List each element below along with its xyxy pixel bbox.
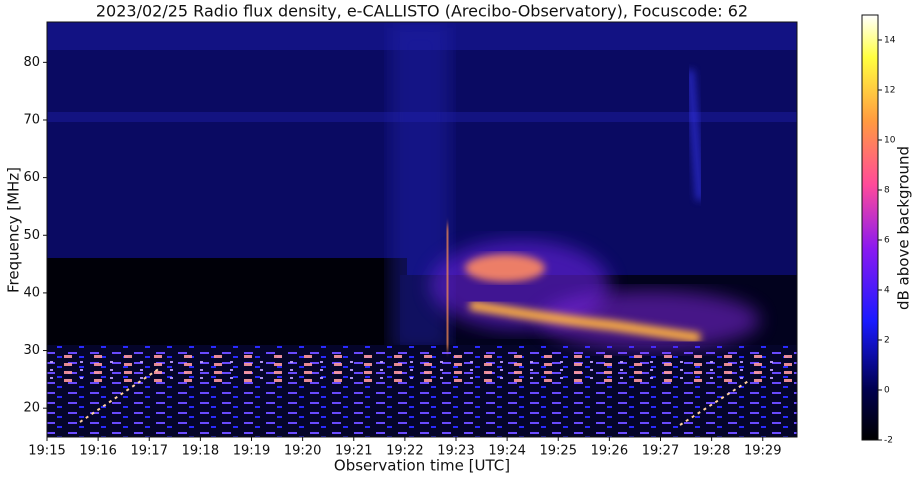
y-axis-label: Frequency [MHz] — [5, 167, 23, 293]
y-tick-label: 20 — [23, 401, 40, 416]
y-tick-label: 60 — [23, 170, 40, 185]
colorbar-tick-label: 12 — [884, 86, 895, 96]
x-tick-label: 19:28 — [693, 444, 730, 459]
spectrogram — [47, 22, 797, 437]
colorbar-tick-label: 10 — [884, 136, 896, 146]
x-tick-label: 19:20 — [284, 444, 321, 459]
x-tick-label: 19:21 — [335, 444, 372, 459]
x-tick-label: 19:16 — [79, 444, 116, 459]
colorbar-tick-label: 2 — [884, 336, 890, 346]
x-tick-label: 19:23 — [437, 444, 474, 459]
x-tick-label: 19:27 — [642, 444, 679, 459]
colorbar-tick-label: 0 — [884, 386, 890, 396]
x-tick-label: 19:26 — [591, 444, 628, 459]
y-tick-label: 50 — [23, 228, 40, 243]
colorbar-tick-label: 6 — [884, 236, 890, 246]
x-tick-label: 19:25 — [540, 444, 577, 459]
x-tick-label: 19:15 — [28, 444, 65, 459]
x-axis-label: Observation time [UTC] — [334, 457, 510, 475]
colorbar-label: dB above background — [895, 146, 913, 310]
x-tick-label: 19:19 — [233, 444, 270, 459]
colorbar — [861, 14, 879, 441]
x-tick-label: 19:22 — [386, 444, 423, 459]
colorbar-tick-label: 4 — [884, 286, 890, 296]
colorbar-tick-label: 8 — [884, 186, 890, 196]
y-tick-label: 30 — [23, 343, 40, 358]
plot-frame — [46, 21, 798, 438]
x-tick-label: 19:24 — [488, 444, 525, 459]
colorbar-tick-label: -2 — [884, 436, 893, 446]
colorbar-tick-label: 14 — [884, 36, 896, 46]
x-tick-label: 19:17 — [131, 444, 168, 459]
y-tick-label: 40 — [23, 285, 40, 300]
x-tick-label: 19:18 — [182, 444, 219, 459]
y-tick-label: 70 — [23, 112, 40, 127]
x-tick-label: 19:29 — [744, 444, 781, 459]
chart-title: 2023/02/25 Radio flux density, e-CALLIST… — [96, 2, 748, 21]
y-tick-label: 80 — [23, 55, 40, 70]
